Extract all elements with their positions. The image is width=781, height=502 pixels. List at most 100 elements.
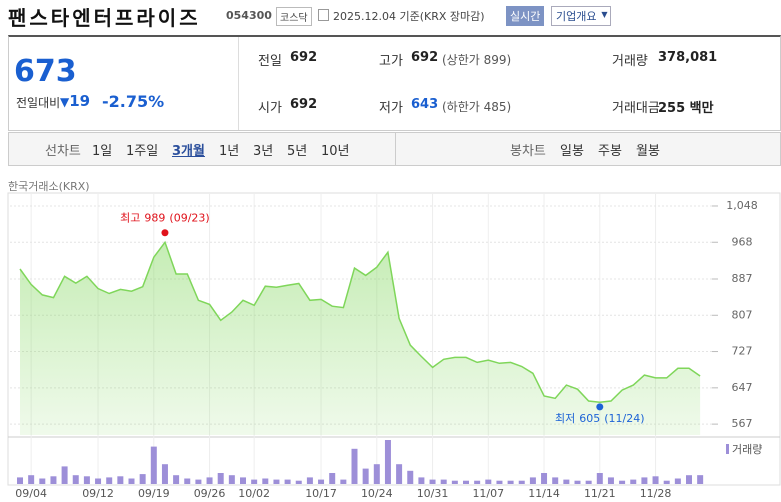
volume-bar: [195, 479, 202, 484]
volume-bar: [496, 480, 503, 484]
volume-bar: [273, 479, 280, 484]
divider: [395, 133, 396, 165]
stat-label: 거래량: [612, 54, 648, 69]
volume-bar: [117, 476, 124, 484]
volume-bar: [329, 473, 336, 484]
low-date: (11/24): [604, 412, 644, 425]
volume-bar: [50, 476, 57, 484]
volume-bar: [474, 480, 481, 484]
volume-bar: [552, 477, 559, 484]
volume-bar: [396, 464, 403, 484]
volume-bar: [574, 480, 581, 484]
volume-bar: [139, 474, 146, 484]
x-tick-label: 09/12: [82, 487, 114, 500]
volume-bar: [251, 479, 258, 484]
volume-bar: [507, 480, 514, 484]
volume-bar: [429, 479, 436, 484]
low-annotation: 최저 605 (11/24): [555, 412, 645, 425]
change: ▼19: [60, 92, 90, 110]
volume-bar: [529, 477, 536, 484]
volume-bar: [206, 477, 213, 484]
candle-tab[interactable]: 월봉: [636, 144, 660, 159]
down-arrow: ▼: [60, 95, 70, 109]
volume-bar: [95, 478, 102, 484]
volume-bar: [240, 477, 246, 484]
period-tab[interactable]: 10년: [321, 144, 350, 159]
low-marker: [596, 403, 604, 411]
company-label: 기업개요: [556, 10, 597, 23]
period-tab[interactable]: 3개월: [172, 144, 205, 159]
volume-bar: [541, 473, 548, 484]
candle-tab[interactable]: 일봉: [560, 144, 584, 159]
title: 팬스타엔터프라이즈: [8, 6, 201, 30]
volume-bar: [150, 446, 157, 484]
stat-value: 692: [411, 50, 439, 65]
period-tab[interactable]: 1년: [219, 144, 240, 159]
realtime-button[interactable]: 실시간: [506, 6, 545, 26]
divider: [238, 37, 239, 130]
high-annotation: 최고 989 (09/23): [120, 212, 210, 225]
dropdown-arrow: ▼: [601, 10, 608, 19]
low-value: 605: [579, 412, 600, 425]
x-tick-label: 09/04: [15, 487, 47, 500]
x-tick-label: 11/07: [472, 487, 504, 500]
stat-sub: (상한가 899): [442, 53, 512, 67]
volume-bar: [686, 475, 692, 484]
volume-bar: [28, 475, 35, 484]
stat-label: 저가: [379, 101, 403, 116]
volume-bar: [262, 478, 269, 484]
volume-bar: [518, 480, 525, 484]
volume-bar: [362, 468, 369, 484]
volume-bar: [463, 480, 469, 484]
volume-bar: [451, 480, 458, 484]
volume-bar: [128, 478, 135, 484]
x-tick-label: 10/31: [417, 487, 449, 500]
volume-bar: [418, 477, 425, 484]
x-tick-label: 09/26: [194, 487, 226, 500]
volume-bar: [373, 464, 380, 484]
source: 한국거래소(KRX): [8, 180, 90, 193]
volume-bar: [161, 464, 168, 484]
tab-bar: [8, 132, 781, 166]
volume-bar: [318, 479, 325, 484]
volume-bar: [72, 475, 79, 484]
period-tab[interactable]: 5년: [287, 144, 308, 159]
stat-value: 378,081: [658, 50, 718, 65]
y-tick-label: 968: [732, 235, 753, 248]
date: 2025.12.04 기준(KRX 장마감): [333, 10, 485, 23]
x-tick-label: 10/02: [238, 487, 270, 500]
volume-bar: [585, 480, 592, 484]
volume-bar: [607, 477, 614, 484]
legend-swatch: [726, 444, 729, 454]
volume-bar: [106, 477, 113, 484]
high-date: (09/23): [169, 212, 209, 225]
volume-bar: [619, 480, 626, 484]
change-value: 19: [69, 92, 91, 110]
period-tab[interactable]: 3년: [253, 144, 274, 159]
volume-bar: [384, 440, 391, 484]
volume-bar: [630, 479, 637, 484]
price-line: [19, 240, 701, 404]
volume-bar: [17, 477, 23, 484]
volume-bar: [596, 473, 603, 484]
tab-group-label: 선차트: [45, 144, 81, 159]
volume-bar: [351, 448, 358, 484]
candle-tab[interactable]: 주봉: [598, 144, 622, 159]
stat-value: 255 백만: [658, 101, 714, 116]
period-tab[interactable]: 1일: [92, 144, 113, 159]
high-label: 최고: [120, 212, 140, 225]
legend-label: 거래량: [732, 443, 762, 456]
period-tab[interactable]: 1주일: [126, 144, 159, 159]
company-button[interactable]: 기업개요 ▼: [551, 6, 612, 26]
volume-bar: [697, 475, 704, 484]
volume-bar: [563, 479, 570, 484]
tab-group-label: 봉차트: [510, 144, 546, 159]
high-marker: [161, 229, 169, 237]
volume-bar: [407, 470, 414, 484]
stat-label: 거래대금: [612, 101, 660, 116]
volume-bar: [674, 478, 681, 484]
y-tick-label: 727: [732, 345, 753, 358]
y-tick-label: 1,048: [726, 199, 758, 212]
